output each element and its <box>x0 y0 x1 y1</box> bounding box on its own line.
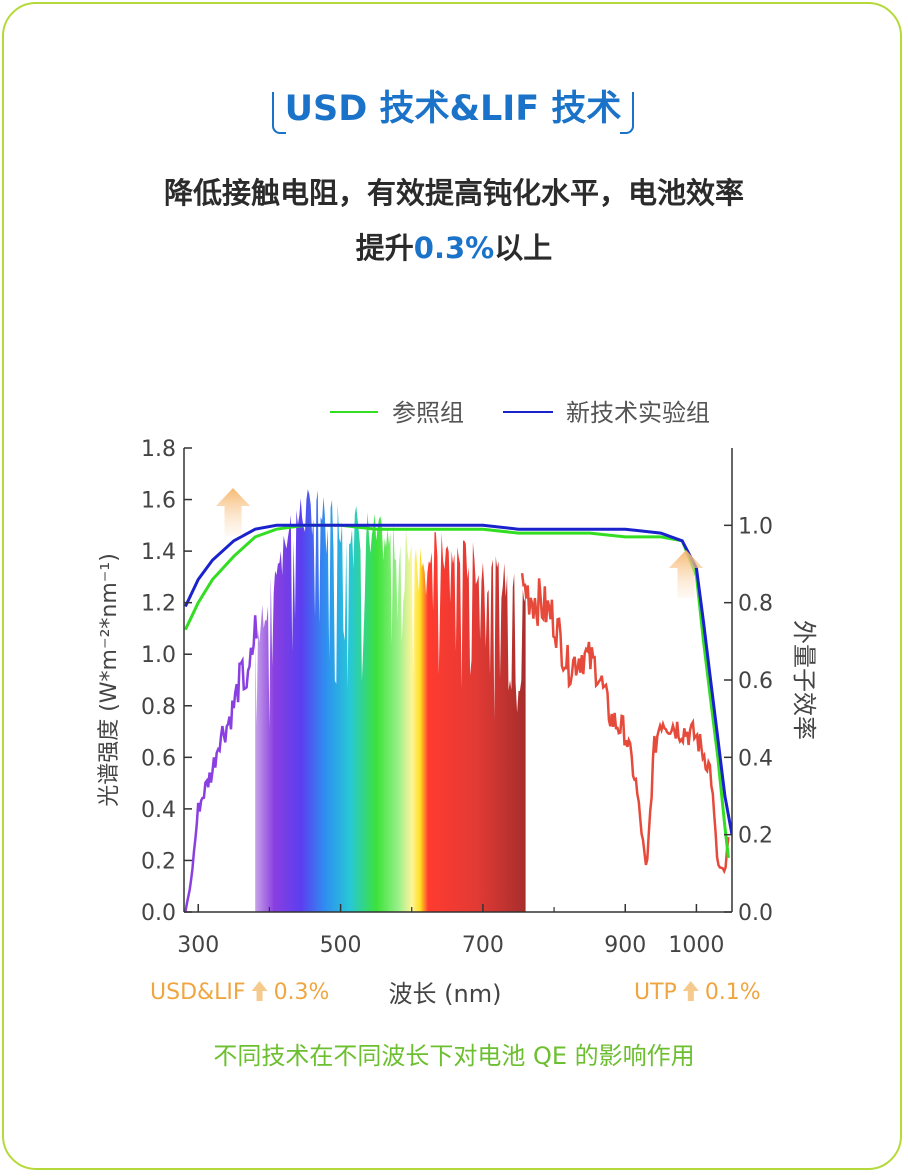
x-axis-label: 波长 (nm) <box>389 980 502 1008</box>
annotation-usd-lif-text: USD&LIF <box>150 980 246 1005</box>
annotation-utp: UTP 0.1% <box>634 980 761 1005</box>
series-line-reference <box>184 523 730 859</box>
annotation-utp-text: UTP <box>634 980 677 1005</box>
uplift-arrow-icon-right <box>669 550 703 598</box>
badge-title: USD 技术&LIF 技术 <box>284 89 622 129</box>
subtitle-highlight: 0.3% <box>413 231 495 265</box>
arrow-up-icon <box>682 981 699 1001</box>
spectrum-visible-fill <box>255 489 526 912</box>
y-left-tick-label: 0.4 <box>141 798 176 823</box>
y-right-tick-label: 0.6 <box>738 669 773 694</box>
y-left-axis-label: 光谱强度 (W*m⁻²*nm⁻¹) <box>97 553 122 807</box>
subtitle-suffix: 以上 <box>494 231 553 265</box>
legend-label-reference: 参照组 <box>392 399 464 427</box>
spectrum-uv-trace <box>184 615 258 912</box>
y-left-tick-label: 1.2 <box>141 592 176 617</box>
x-tick-label: 300 <box>177 933 219 958</box>
y-left-tick-label: 1.6 <box>141 489 176 514</box>
y-right-tick-label: 0.0 <box>738 901 773 926</box>
y-left-tick-label: 0.6 <box>141 746 176 771</box>
arrow-up-icon <box>251 981 268 1001</box>
x-tick-label: 700 <box>462 933 504 958</box>
y-right-axis-label: 外量子效率 <box>790 620 818 740</box>
title-badge: USD 技术&LIF 技术 <box>270 82 636 136</box>
y-right-tick-label: 0.8 <box>738 592 773 617</box>
badge-bracket-left <box>272 92 286 134</box>
subtitle-line-1: 降低接触电阻，有效提高钝化水平，电池效率 <box>163 176 744 210</box>
x-tick-label: 1000 <box>668 933 724 958</box>
annotation-usd-lif-value: 0.3% <box>274 980 330 1005</box>
y-right-tick-label: 0.4 <box>738 746 773 771</box>
y-left-tick-label: 1.4 <box>141 540 176 565</box>
y-left-tick-label: 0.0 <box>141 901 176 926</box>
uplift-arrow-icon-left <box>216 488 250 536</box>
y-right-tick-label: 1.0 <box>738 514 773 539</box>
x-tick-label: 900 <box>604 933 646 958</box>
legend-label-new-tech: 新技术实验组 <box>566 399 710 427</box>
subtitle-prefix: 提升 <box>355 231 414 265</box>
y-left-tick-label: 0.2 <box>141 849 176 874</box>
series-line-new-tech <box>184 523 732 835</box>
y-right-tick-label: 0.2 <box>738 824 773 849</box>
chart-caption: 不同技术在不同波长下对电池 QE 的影响作用 <box>213 1042 694 1070</box>
annotation-usd-lif: USD&LIF 0.3% <box>150 980 329 1005</box>
y-left-tick-label: 0.8 <box>141 695 176 720</box>
subtitle-line-2: 提升0.3%以上 <box>40 225 868 267</box>
spectrum-ir-trace <box>520 573 730 875</box>
y-left-tick-label: 1.0 <box>141 643 176 668</box>
annotation-utp-value: 0.1% <box>705 980 761 1005</box>
x-tick-label: 500 <box>320 933 362 958</box>
badge-bracket-right <box>620 92 634 134</box>
y-left-tick-label: 1.8 <box>141 437 176 462</box>
